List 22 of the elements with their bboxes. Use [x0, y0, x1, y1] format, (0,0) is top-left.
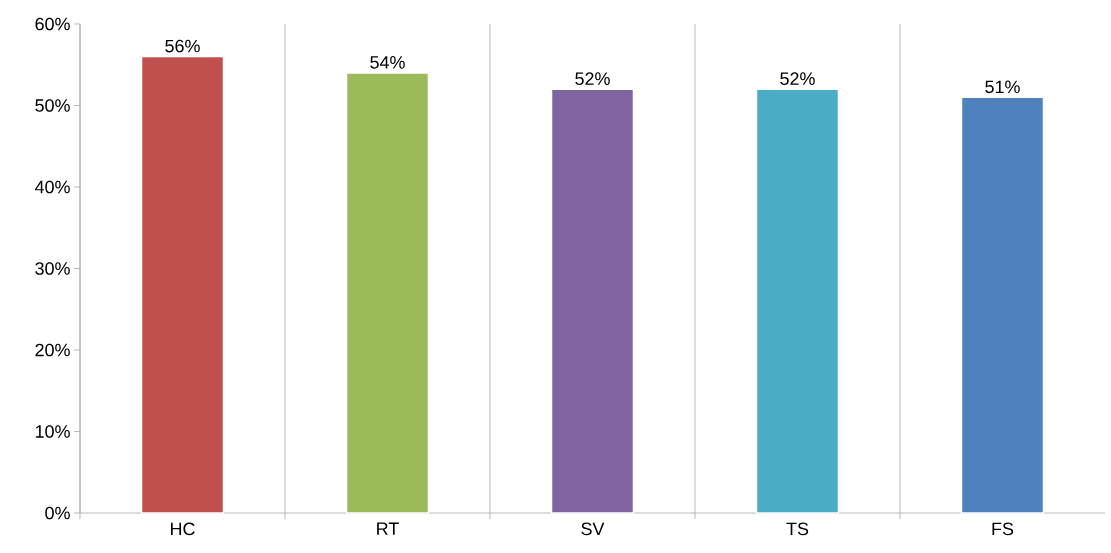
data-label: 54%	[370, 56, 405, 69]
x-tick-label: SV	[581, 522, 605, 536]
x-tick-label: RT	[377, 522, 399, 535]
data-label: 52%	[575, 72, 610, 85]
bar	[550, 88, 635, 514]
data-label: 52%	[780, 72, 815, 85]
x-tick-label: HC	[171, 522, 195, 536]
y-tick-label: 30%	[35, 262, 70, 275]
x-tick-label: FS	[992, 522, 1014, 536]
y-tick-label: 10%	[35, 425, 70, 438]
y-tick-label: 40%	[34, 180, 70, 194]
bar	[345, 72, 430, 514]
bar	[140, 55, 225, 514]
bar	[960, 96, 1045, 514]
bar	[755, 88, 840, 514]
data-label: 51%	[985, 80, 1020, 94]
y-tick-label: 60%	[35, 17, 70, 31]
x-tick-label: TS	[786, 522, 809, 536]
y-tick-label: 50%	[35, 99, 70, 112]
y-tick-label: 0%	[45, 506, 70, 520]
data-label: 56%	[165, 39, 200, 53]
y-tick-label: 20%	[35, 343, 70, 357]
